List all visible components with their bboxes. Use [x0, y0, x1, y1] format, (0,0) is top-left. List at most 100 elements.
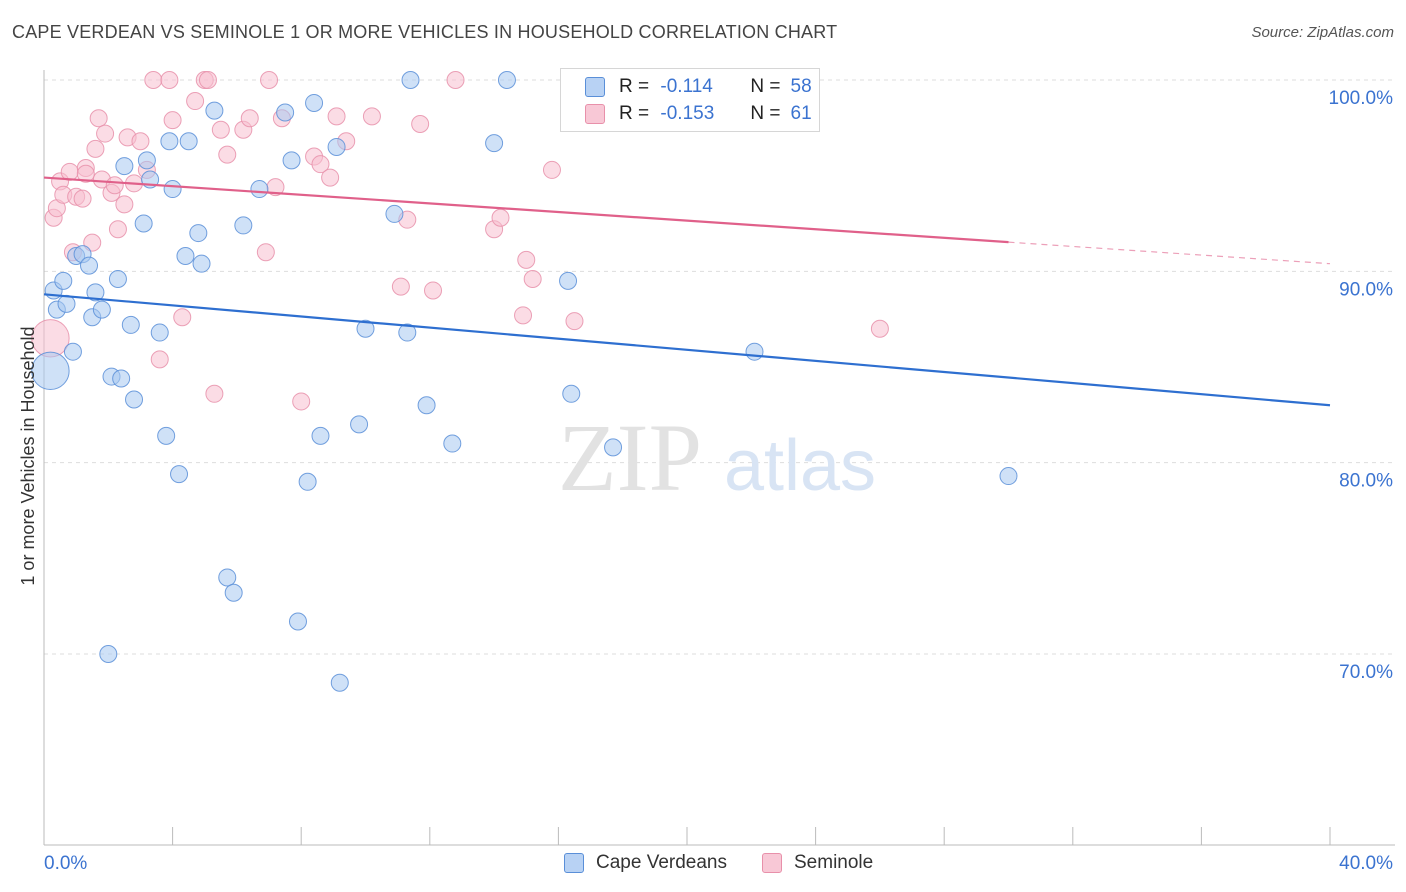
point-seminole	[73, 189, 92, 208]
point-seminole	[491, 208, 510, 227]
x-tick-label: 0.0%	[44, 853, 87, 874]
point-cape-verdeans	[150, 323, 169, 342]
point-cape-verdeans	[80, 256, 99, 275]
point-cape-verdeans	[218, 568, 237, 587]
point-cape-verdeans	[298, 472, 317, 491]
point-seminole	[514, 306, 533, 325]
point-cape-verdeans	[99, 645, 118, 663]
point-seminole	[256, 243, 275, 262]
y-tick-label: 70.0%	[1339, 662, 1393, 683]
point-cape-verdeans	[356, 319, 375, 338]
bottom-legend-label: Seminole	[794, 852, 874, 873]
point-seminole	[108, 220, 127, 239]
point-cape-verdeans	[86, 283, 105, 302]
point-cape-verdeans	[288, 612, 307, 631]
watermark-atlas: atlas	[724, 426, 876, 506]
point-cape-verdeans	[137, 151, 156, 170]
legend-r-value: -0.114	[660, 76, 713, 97]
point-seminole	[115, 195, 134, 214]
point-cape-verdeans	[745, 342, 764, 361]
point-cape-verdeans	[401, 71, 420, 89]
point-seminole	[321, 168, 340, 187]
point-cape-verdeans	[163, 180, 182, 199]
point-seminole	[218, 145, 237, 164]
point-seminole	[96, 124, 115, 143]
point-cape-verdeans	[282, 151, 301, 170]
legend-n-value: 61	[790, 103, 812, 124]
point-cape-verdeans	[562, 384, 581, 403]
point-cape-verdeans	[54, 271, 73, 290]
point-cape-verdeans	[234, 216, 253, 235]
point-cape-verdeans	[63, 342, 82, 361]
point-cape-verdeans	[31, 351, 70, 391]
point-seminole	[105, 176, 124, 195]
point-cape-verdeans	[250, 180, 269, 199]
point-seminole	[411, 115, 430, 134]
point-cape-verdeans	[327, 137, 346, 156]
point-seminole	[240, 109, 259, 128]
bottom-legend-cape-verdeans: Cape Verdeans	[564, 852, 727, 874]
point-seminole	[83, 233, 102, 252]
tick-labels: 100.0% 90.0% 80.0% 70.0% 0.0% 40.0%	[44, 88, 1393, 874]
point-cape-verdeans	[192, 254, 211, 273]
legend-swatch-pink	[585, 104, 605, 124]
point-cape-verdeans	[311, 426, 330, 445]
point-cape-verdeans	[485, 134, 504, 153]
point-seminole	[150, 350, 169, 369]
point-cape-verdeans	[604, 438, 623, 457]
grid-lines	[44, 79, 1395, 655]
point-seminole	[542, 160, 561, 179]
point-cape-verdeans	[108, 269, 127, 288]
point-seminole	[327, 107, 346, 126]
point-cape-verdeans	[176, 247, 195, 266]
source-label: Source: ZipAtlas.com	[1251, 24, 1394, 41]
legend-row-seminole: R = -0.153 N = 61	[585, 101, 812, 127]
point-cape-verdeans	[134, 214, 153, 233]
point-cape-verdeans	[276, 103, 295, 122]
point-cape-verdeans	[92, 300, 111, 319]
point-cape-verdeans	[999, 467, 1018, 486]
point-cape-verdeans	[112, 369, 131, 388]
bottom-legend: Cape Verdeans Seminole	[0, 852, 1406, 878]
point-cape-verdeans	[179, 132, 198, 151]
trend-line-dashed-seminole	[1008, 241, 1331, 265]
point-seminole	[260, 71, 279, 89]
point-seminole	[362, 107, 381, 126]
bottom-legend-swatch-blue	[564, 853, 584, 873]
point-cape-verdeans	[57, 294, 76, 313]
point-cape-verdeans	[330, 673, 349, 692]
point-seminole	[870, 319, 889, 338]
point-seminole	[391, 277, 410, 296]
trend-line-seminole	[43, 176, 1009, 244]
trend-lines	[43, 176, 1331, 407]
legend-n-label: N =	[750, 76, 781, 97]
chart-title: CAPE VERDEAN VS SEMINOLE 1 OR MORE VEHIC…	[12, 22, 838, 42]
point-cape-verdeans	[497, 71, 516, 89]
point-seminole	[211, 120, 230, 139]
bottom-legend-seminole: Seminole	[762, 852, 873, 874]
point-cape-verdeans	[160, 132, 179, 151]
point-cape-verdeans	[115, 157, 134, 176]
point-cape-verdeans	[170, 465, 189, 484]
point-seminole	[198, 71, 217, 89]
point-seminole	[205, 384, 224, 403]
point-cape-verdeans	[443, 434, 462, 453]
point-seminole	[186, 92, 205, 111]
watermark-zip: ZIP	[558, 404, 702, 511]
legend-r-label: R =	[619, 103, 650, 124]
point-seminole	[292, 392, 311, 411]
point-seminole	[517, 250, 536, 269]
point-cape-verdeans	[305, 93, 324, 112]
point-seminole	[60, 162, 79, 181]
y-tick-label: 90.0%	[1339, 279, 1393, 300]
watermark: ZIP atlas	[558, 404, 876, 511]
legend-r-label: R =	[619, 76, 650, 97]
point-seminole	[565, 312, 584, 331]
trend-line-cape-verdeans	[43, 293, 1331, 407]
point-seminole	[160, 71, 179, 89]
point-cape-verdeans	[205, 101, 224, 120]
point-seminole	[131, 132, 150, 151]
legend-n-label: N =	[750, 103, 781, 124]
legend-swatch-blue	[585, 77, 605, 97]
point-cape-verdeans	[121, 315, 140, 334]
